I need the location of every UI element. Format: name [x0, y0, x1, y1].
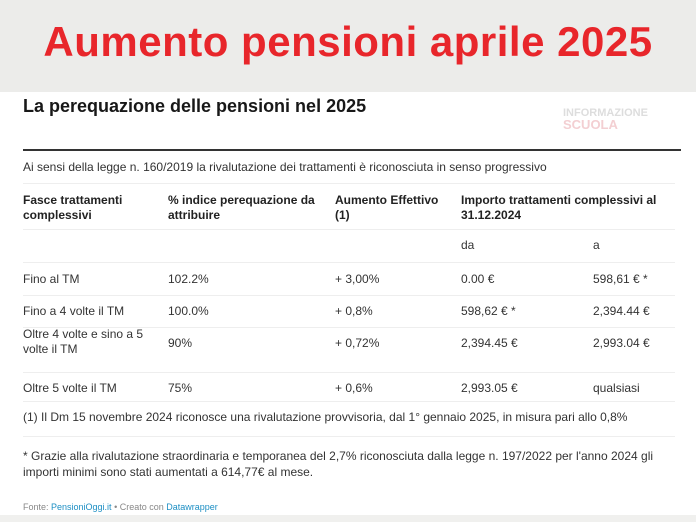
table-cell: 90% — [168, 336, 193, 350]
banner: Aumento pensioni aprile 2025 — [0, 0, 696, 92]
divider — [23, 372, 675, 373]
subheader-da: da — [461, 238, 475, 252]
divider — [23, 229, 675, 230]
bottom-strip — [0, 515, 696, 522]
logo: INFORMAZIONE SCUOLA — [563, 107, 648, 132]
column-header: Aumento Effettivo (1) — [335, 193, 439, 222]
table-cell: 75% — [168, 381, 193, 395]
divider — [23, 436, 675, 437]
table-cell: Oltre 4 volte e sino a 5 volte il TM — [23, 327, 144, 356]
table-subtitle: Ai sensi della legge n. 160/2019 la riva… — [23, 160, 547, 174]
divider — [23, 327, 675, 328]
source-link[interactable]: PensioniOggi.it — [51, 502, 112, 512]
footer: Fonte: PensioniOggi.it • Creato con Data… — [23, 502, 218, 512]
table-cell: 102.2% — [168, 272, 209, 286]
footnote: * Grazie alla rivalutazione straordinari… — [23, 449, 654, 479]
column-header: Fasce trattamenti complessivi — [23, 193, 123, 222]
table-cell: qualsiasi — [593, 381, 640, 395]
datawrapper-link[interactable]: Datawrapper — [166, 502, 218, 512]
table-cell: 598,61 € * — [593, 272, 648, 286]
column-header: % indice perequazione da attribuire — [168, 193, 315, 222]
table-cell: 2,394.45 € — [461, 336, 518, 350]
table-cell: 598,62 € * — [461, 304, 516, 318]
divider — [23, 295, 675, 296]
footnote: (1) Il Dm 15 novembre 2024 riconosce una… — [23, 410, 628, 424]
table-cell: + 0,6% — [335, 381, 373, 395]
table-cell: Fino a 4 volte il TM — [23, 304, 125, 318]
divider — [23, 262, 675, 263]
table-title: La perequazione delle pensioni nel 2025 — [23, 96, 367, 116]
table-cell: 2,993.05 € — [461, 381, 518, 395]
table-cell: Oltre 5 volte il TM — [23, 381, 117, 395]
divider — [23, 401, 675, 402]
divider — [23, 183, 675, 184]
table-cell: Fino al TM — [23, 272, 80, 286]
table-cell: 2,394.44 € — [593, 304, 650, 318]
table-cell: 100.0% — [168, 304, 209, 318]
table-cell: 2,993.04 € — [593, 336, 650, 350]
table-cell: + 0,72% — [335, 336, 380, 350]
banner-title: Aumento pensioni aprile 2025 — [43, 18, 653, 65]
column-header: Importo trattamenti complessivi al 31.12… — [461, 193, 657, 222]
table-cell: + 3,00% — [335, 272, 380, 286]
divider — [23, 149, 681, 151]
table-cell: + 0,8% — [335, 304, 373, 318]
table-cell: 0.00 € — [461, 272, 495, 286]
subheader-a: a — [593, 238, 600, 252]
